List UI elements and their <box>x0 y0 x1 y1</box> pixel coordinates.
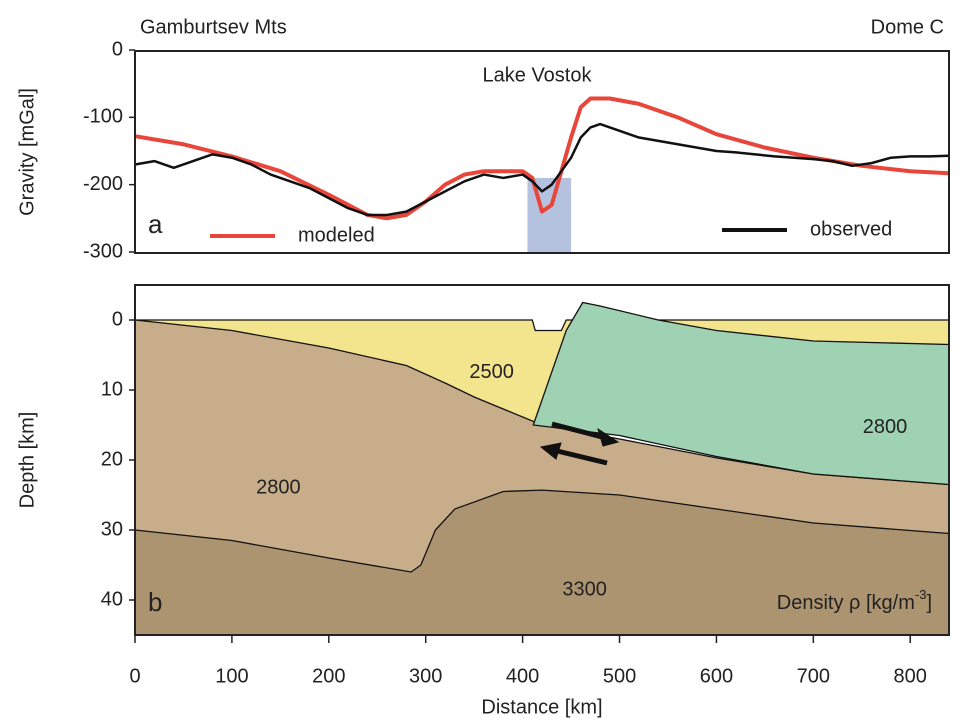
y-tick-label: 0 <box>112 308 123 330</box>
density-value: 2800 <box>256 476 301 498</box>
y-tick-label: 30 <box>101 518 123 540</box>
panel-label: b <box>148 587 162 617</box>
shear-arrows <box>539 421 620 466</box>
panel-label: a <box>148 209 163 239</box>
y-tick-label: 0 <box>112 38 123 60</box>
y-tick-label: 10 <box>101 378 123 400</box>
density-sup: -3 <box>915 587 927 602</box>
x-axis-label: Distance [km] <box>481 696 602 718</box>
x-tick-label: 100 <box>215 665 248 687</box>
density-label: Density ρ [kg/m-3] <box>777 587 932 614</box>
arrow <box>551 421 607 441</box>
y-tick-label: -300 <box>83 240 123 262</box>
plot-frame <box>134 50 950 254</box>
y-axis-label: Depth [km] <box>16 412 38 509</box>
legend-label: observed <box>810 218 892 240</box>
y-tick-label: 20 <box>101 448 123 470</box>
density-text: Density ρ [kg/m <box>777 592 915 614</box>
arrow <box>552 447 608 466</box>
x-tick-label: 700 <box>797 665 830 687</box>
y-tick-label: 40 <box>101 588 123 610</box>
density-value: 2500 <box>469 361 514 383</box>
panel-a: modeled observed 0 -100 -200 -300 <box>83 38 950 262</box>
x-tick-label: 600 <box>700 665 733 687</box>
arrow-head <box>597 427 620 447</box>
density-region <box>532 301 949 486</box>
plot-frame <box>134 284 950 636</box>
regions <box>135 285 949 635</box>
x-tick-label: 0 <box>129 665 140 687</box>
y-tick-label: -100 <box>83 106 123 128</box>
legend-label: modeled <box>298 224 375 246</box>
x-tick-label: 200 <box>312 665 345 687</box>
series-line <box>134 122 950 217</box>
series-line <box>134 96 950 221</box>
density-value: 2800 <box>863 416 908 438</box>
density-region <box>135 489 949 635</box>
right-title: Dome C <box>871 16 944 38</box>
annotation: Lake Vostok <box>483 64 593 86</box>
x-tick-label: 800 <box>894 665 927 687</box>
x-tick-label: 500 <box>603 665 636 687</box>
arrow-head <box>539 442 562 460</box>
y-axis-label: Gravity [mGal] <box>16 88 38 216</box>
y-tick-label: -200 <box>83 173 123 195</box>
left-title: Gamburtsev Mts <box>140 16 287 38</box>
x-tick-label: 400 <box>506 665 539 687</box>
x-tick-label: 300 <box>409 665 442 687</box>
density-end: ] <box>926 592 932 614</box>
density-value: 3300 <box>562 578 607 600</box>
